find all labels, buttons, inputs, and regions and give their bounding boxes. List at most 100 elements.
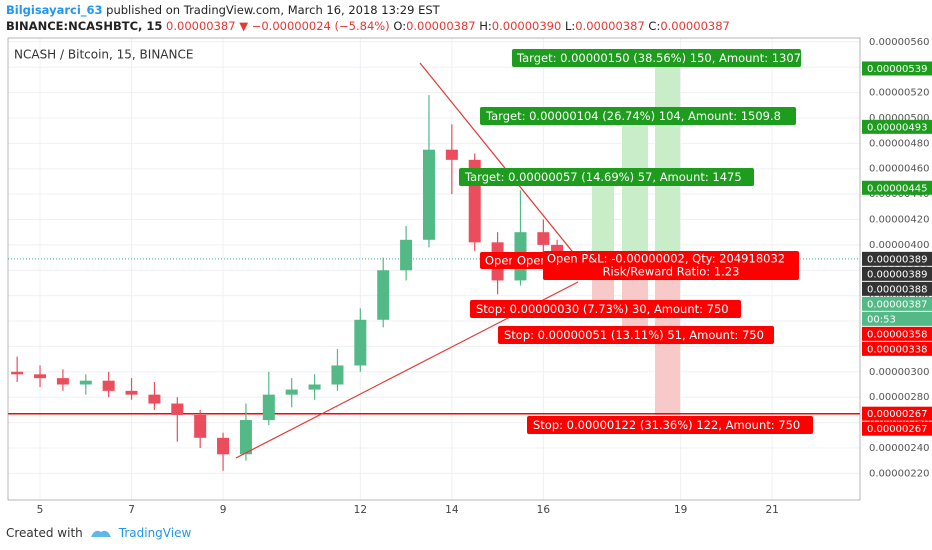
y-tick-label: 0.00000300 [869,367,929,378]
price-tag [862,296,932,311]
price-tag-label: 0.00000267 [867,409,927,420]
position-box [543,251,799,280]
open-label: Open [517,254,548,268]
candle-body [102,380,115,391]
y-tick-label: 0.00000520 [869,88,929,99]
candle-body [56,378,69,385]
c-label: C: [648,19,661,33]
price-tag [862,341,932,356]
published: published on TradingView.com, March 16, … [106,3,440,17]
candle-body [377,270,390,320]
l-label: L: [564,19,576,33]
y-tick-label: 0.00000280 [869,392,929,403]
stop-label: Stop: 0.00000051 (13.11%) 51, Amount: 75… [504,328,764,342]
o-label: O: [393,19,407,33]
symbol: BINANCE:NCASHBTC, 15 [6,19,163,33]
stop-box [527,416,813,434]
change: −0.00000024 (−5.84%) [251,19,390,33]
candle-body [262,394,275,421]
price-tag [862,180,932,195]
risk-reward: Risk/Reward Ratio: 1.23 [603,265,740,279]
target-label: Target: 0.00000150 (38.56%) 150, Amount:… [516,51,819,65]
trend-line [419,62,577,257]
target-zone [655,66,680,260]
candle-body [445,149,458,160]
price-tag-label: 0.00000388 [867,284,927,295]
plot-frame [7,37,861,501]
candle-body [171,403,184,415]
price-tag [862,119,932,134]
y-tick-label: 0.00000240 [869,443,929,454]
candle-body [217,437,230,455]
open-pnl: Open P&L: -0.00000002, Qty: 204918032 [547,252,785,266]
price-tag-label: 0.00000445 [867,183,927,194]
high: 0.00000390 [491,19,562,33]
price-tag-label: 0.00000539 [867,64,927,75]
created-with: Created with [6,526,83,540]
y-tick-label: 0.00000360 [869,291,929,302]
y-tick-label: 0.00000480 [869,138,929,149]
candle-body [537,232,550,245]
header-line: Bilgisayarci_63 published on TradingView… [6,3,440,17]
candle-body [125,390,138,395]
arrow: ▼ [239,19,249,33]
y-tick-label: 0.00000220 [869,468,929,479]
symbol-line: BINANCE:NCASHBTC, 15 0.00000387 ▼ −0.000… [6,19,730,33]
price-tag-label: 0.00000387 [867,299,927,310]
candle-body [11,371,24,375]
target-zone [622,126,648,260]
target-box [512,49,801,67]
price-tag [862,266,932,281]
x-tick-label: 19 [674,504,687,516]
x-tick-label: 21 [765,504,778,516]
candle-body [34,374,47,379]
price-tag [862,326,932,341]
candle-body [331,365,344,385]
low: 0.00000387 [575,19,645,33]
y-tick-label: 0.00000460 [869,164,929,175]
chart-title: NCASH / Bitcoin, 15, BINANCE [14,48,193,62]
stop-label: Stop: 0.00000122 (31.36%) 122, Amount: 7… [533,418,800,432]
price-tag-label: 0.00000267 [867,424,927,435]
brand[interactable]: TradingView [118,526,192,540]
target-label: Target: 0.00000057 (14.69%) 57, Amount: … [464,170,742,184]
candle-body [79,380,92,385]
x-tick-label: 7 [128,504,135,516]
stop-box [470,300,741,318]
price-tag [862,421,932,436]
price-tag [862,251,932,266]
candle-body [239,420,252,455]
candle-body [285,389,298,395]
x-tick-label: 12 [354,504,367,516]
y-tick-label: 0.00000560 [869,37,929,48]
last: 0.00000387 [166,19,236,33]
price-tag [862,61,932,76]
x-tick-label: 14 [445,504,459,516]
candle-body [194,414,207,438]
price-tag-label: 0.00000338 [867,344,927,355]
price-tag-label: 00:53 [867,314,896,325]
y-tick-label: 0.00000500 [869,113,929,124]
author[interactable]: Bilgisayarci_63 [6,3,103,17]
x-tick-label: 5 [37,504,44,516]
price-tag [862,311,932,326]
chart: NCASH / Bitcoin, 15, BINANCE Target: 0.0… [7,37,932,516]
price-tag-label: 0.00000389 [867,269,927,280]
target-label: Target: 0.00000104 (26.74%) 104, Amount:… [485,109,781,123]
price-tag [862,281,932,296]
price-tag-label: 0.00000493 [867,122,927,133]
price-tag [862,406,932,421]
h-label: H: [479,19,492,33]
footer: Created with TradingView [6,526,191,540]
candle-body [148,394,161,404]
candle-body [422,149,435,240]
x-tick-label: 9 [220,504,227,516]
stop-box [498,326,774,344]
logo[interactable] [89,526,113,540]
y-tick-label: 0.00000400 [869,240,929,251]
price-tag-label: 0.00000358 [867,329,927,340]
y-tick-label: 0.00000420 [869,215,929,226]
target-box [459,168,754,186]
x-tick-label: 16 [537,504,551,516]
